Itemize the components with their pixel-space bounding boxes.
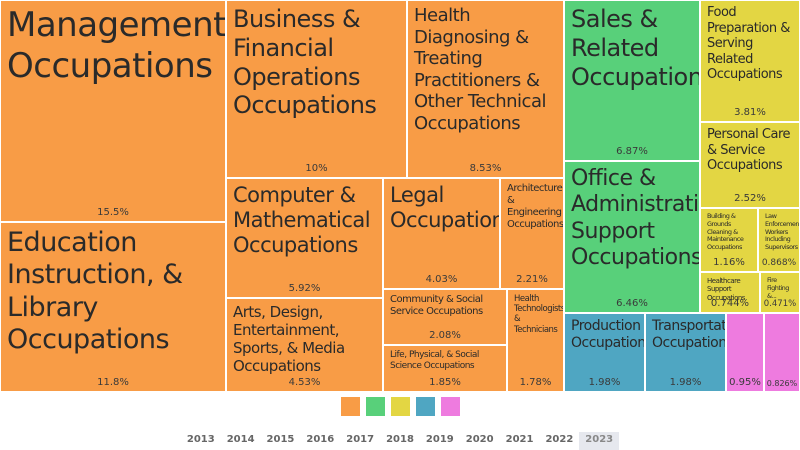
tile-label: Business & Financial Operations Occupati…: [233, 5, 377, 120]
treemap-tile[interactable]: Fire Fighting &... 0.471%: [760, 272, 800, 313]
treemap-tile[interactable]: Business & Financial Operations Occupati…: [226, 0, 407, 178]
year-button[interactable]: 2017: [346, 434, 375, 445]
tile-value: 0.471%: [763, 299, 797, 309]
year-button[interactable]: 2023: [579, 432, 620, 450]
tile-value: 1.16%: [713, 257, 745, 268]
tile-value: 6.46%: [616, 298, 648, 309]
year-button[interactable]: 2021: [505, 434, 534, 445]
treemap-tile[interactable]: 0.95%: [726, 313, 764, 392]
year-button[interactable]: 2015: [266, 434, 295, 445]
treemap-tile[interactable]: Legal Occupations 4.03%: [383, 178, 500, 289]
treemap-tile[interactable]: Production Occupations 1.98%: [564, 313, 645, 392]
tile-label: Fire Fighting &...: [767, 276, 789, 300]
tile-label: Law Enforcement Workers Including Superv…: [765, 212, 800, 252]
tile-value: 0.744%: [710, 298, 750, 309]
treemap-tile[interactable]: Sales & Related Occupations 6.87%: [564, 0, 700, 161]
tile-value: 4.53%: [288, 377, 321, 388]
legend-swatch[interactable]: [390, 397, 410, 416]
legend-swatch[interactable]: [340, 397, 360, 416]
treemap-tile[interactable]: Health Technologists & Technicians 1.78%: [507, 289, 564, 392]
tile-label: Life, Physical, & Social Science Occupat…: [390, 350, 479, 371]
tile-label: Healthcare Support Occupations: [707, 277, 745, 302]
tile-value: 5.92%: [288, 283, 321, 294]
treemap-tile[interactable]: Arts, Design, Entertainment, Sports, & M…: [226, 298, 383, 392]
tile-label: Personal Care & Service Occupations: [707, 127, 791, 174]
treemap-tile[interactable]: Architecture & Engineering Occupations 2.…: [500, 178, 564, 289]
tile-label: Building & Grounds Cleaning & Maintenanc…: [707, 212, 744, 252]
treemap-tile[interactable]: Community & Social Service Occupations 2.…: [383, 289, 507, 345]
tile-label: Office & Administrative Support Occupati…: [571, 166, 700, 271]
tile-label: Health Diagnosing & Treating Practitione…: [414, 5, 546, 134]
tile-label: Computer & Mathematical Occupations: [233, 183, 371, 258]
tile-label: Food Preparation & Serving Related Occup…: [707, 5, 790, 83]
treemap-tile[interactable]: Education Instruction, & Library Occupat…: [0, 222, 226, 392]
tile-label: Architecture & Engineering Occupations: [507, 183, 564, 230]
year-button[interactable]: 2022: [545, 434, 574, 445]
treemap-tile[interactable]: 0.826%: [764, 313, 800, 392]
tile-value: 1.98%: [669, 377, 702, 388]
year-button[interactable]: 2014: [226, 434, 255, 445]
treemap-tile[interactable]: Food Preparation & Serving Related Occup…: [700, 0, 800, 122]
tile-value: 11.8%: [97, 377, 129, 388]
color-legend: [0, 397, 800, 417]
tile-label: Arts, Design, Entertainment, Sports, & M…: [233, 303, 345, 375]
treemap-tile[interactable]: Law Enforcement Workers Including Superv…: [758, 208, 800, 272]
tile-value: 1.85%: [429, 377, 461, 388]
tile-value: 1.98%: [588, 377, 621, 388]
treemap-tile[interactable]: Computer & Mathematical Occupations 5.92%: [226, 178, 383, 298]
legend-swatch[interactable]: [365, 397, 385, 416]
tile-label: Production Occupations: [571, 318, 645, 351]
treemap-tile[interactable]: Management Occupations 15.5%: [0, 0, 226, 222]
tile-label: Transportation Occupations: [652, 318, 726, 351]
tile-value: 4.03%: [425, 274, 458, 285]
treemap-tile[interactable]: Office & Administrative Support Occupati…: [564, 161, 700, 313]
tile-value: 3.81%: [734, 107, 766, 118]
treemap-tile[interactable]: Life, Physical, & Social Science Occupat…: [383, 345, 507, 392]
tile-value: 6.87%: [616, 146, 648, 157]
year-button[interactable]: 2018: [386, 434, 414, 445]
tile-label: Health Technologists & Technicians: [514, 294, 564, 335]
year-button[interactable]: 2013: [186, 434, 215, 445]
treemap-tile[interactable]: Health Diagnosing & Treating Practitione…: [407, 0, 564, 178]
legend-swatch[interactable]: [440, 397, 460, 416]
tile-value: 0.868%: [761, 258, 797, 268]
tile-label: Sales & Related Occupations: [571, 5, 699, 91]
treemap-tile[interactable]: Transportation Occupations 1.98%: [645, 313, 726, 392]
treemap-chart: Management Occupations 15.5% Education Ins…: [0, 0, 800, 392]
year-button[interactable]: 2016: [306, 434, 335, 445]
year-button[interactable]: 2020: [465, 434, 494, 445]
tile-label: Community & Social Service Occupations: [390, 294, 483, 317]
tile-value: 1.78%: [519, 377, 552, 388]
treemap-tile[interactable]: Personal Care & Service Occupations 2.52%: [700, 122, 800, 208]
tile-value: 10%: [305, 163, 328, 174]
year-button[interactable]: 2019: [425, 434, 454, 445]
tile-label: Management Occupations: [7, 5, 226, 86]
year-selector: 2013 2014 2015 2016 2017 2018 2019 2020 2021 2022…: [0, 432, 800, 450]
tile-value: 8.53%: [469, 163, 502, 174]
tile-value: 2.08%: [429, 330, 461, 341]
legend-swatch[interactable]: [415, 397, 435, 416]
tile-value: 0.95%: [729, 377, 761, 388]
tile-value: 15.5%: [97, 207, 129, 218]
tile-label: Legal Occupations: [390, 183, 499, 233]
tile-value: 2.21%: [516, 274, 548, 285]
tile-label: Education Instruction, & Library Occupat…: [7, 227, 183, 356]
treemap-tile[interactable]: Healthcare Support Occupations 0.744%: [700, 272, 760, 313]
tile-value: 2.52%: [734, 193, 766, 204]
treemap-tile[interactable]: Building & Grounds Cleaning & Maintenanc…: [700, 208, 758, 272]
tile-value: 0.826%: [766, 379, 798, 388]
